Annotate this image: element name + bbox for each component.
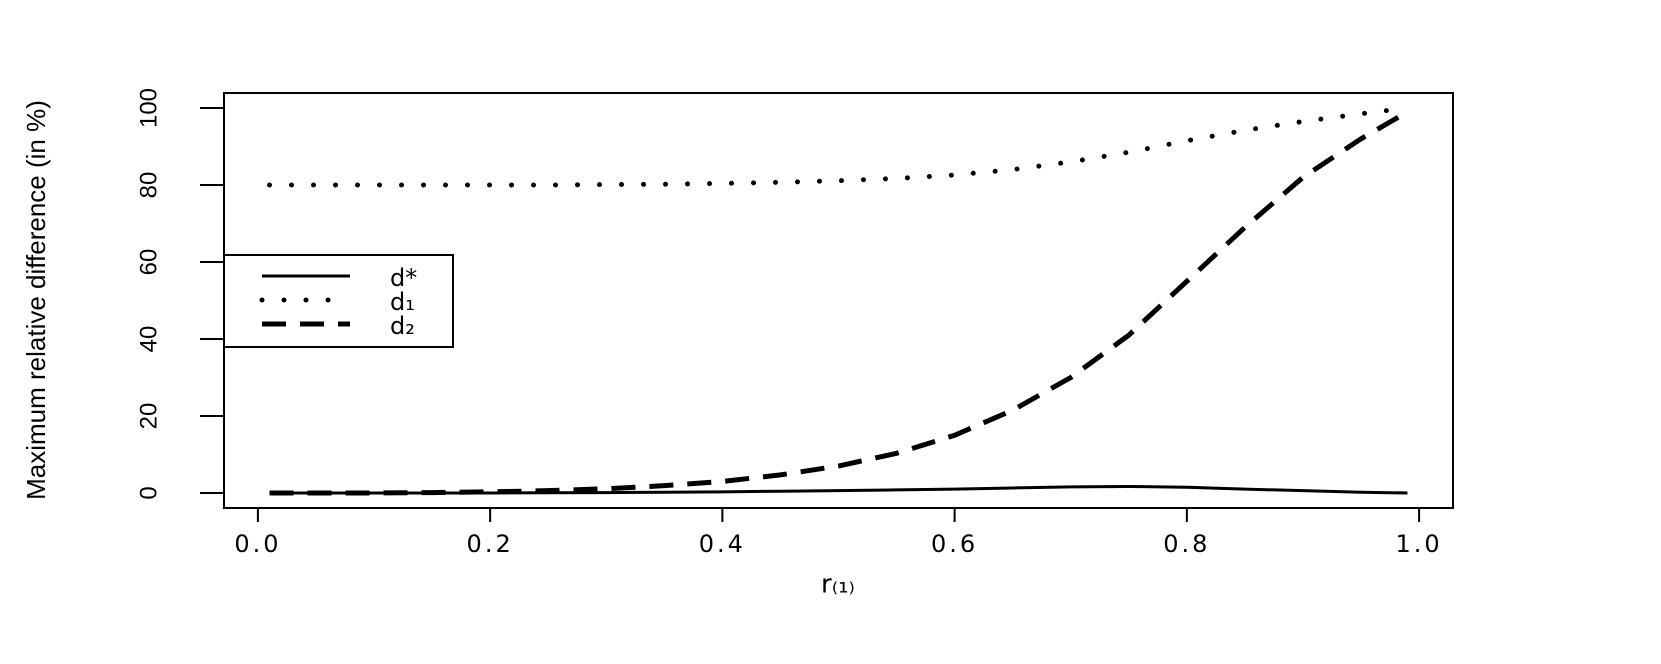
y-tick-label: 80 xyxy=(135,172,162,199)
x-tick-label: 0.4 xyxy=(699,530,746,558)
legend-label: d₁ xyxy=(390,288,415,316)
x-tick-label: 0.2 xyxy=(467,530,514,558)
series-line xyxy=(269,484,1408,495)
y-tick-label: 0 xyxy=(135,486,162,499)
y-tick-label: 20 xyxy=(135,403,162,430)
y-tick-label: 100 xyxy=(135,88,162,128)
series-line xyxy=(267,105,1410,188)
x-tick-label: 0.6 xyxy=(931,530,978,558)
y-tick-label: 40 xyxy=(135,326,162,353)
legend-label: d₂ xyxy=(390,312,415,340)
x-tick-label: 1.0 xyxy=(1396,530,1443,558)
x-axis-label: r₍₁₎ xyxy=(821,570,855,600)
legend-label: d* xyxy=(390,264,417,292)
x-tick-label: 0.0 xyxy=(234,530,281,558)
series-line xyxy=(269,109,1409,496)
x-tick-label: 0.8 xyxy=(1163,530,1210,558)
y-tick-label: 60 xyxy=(135,249,162,276)
y-axis-label: Maximum relative difference (in %) xyxy=(21,100,51,500)
legend-box xyxy=(223,254,454,348)
